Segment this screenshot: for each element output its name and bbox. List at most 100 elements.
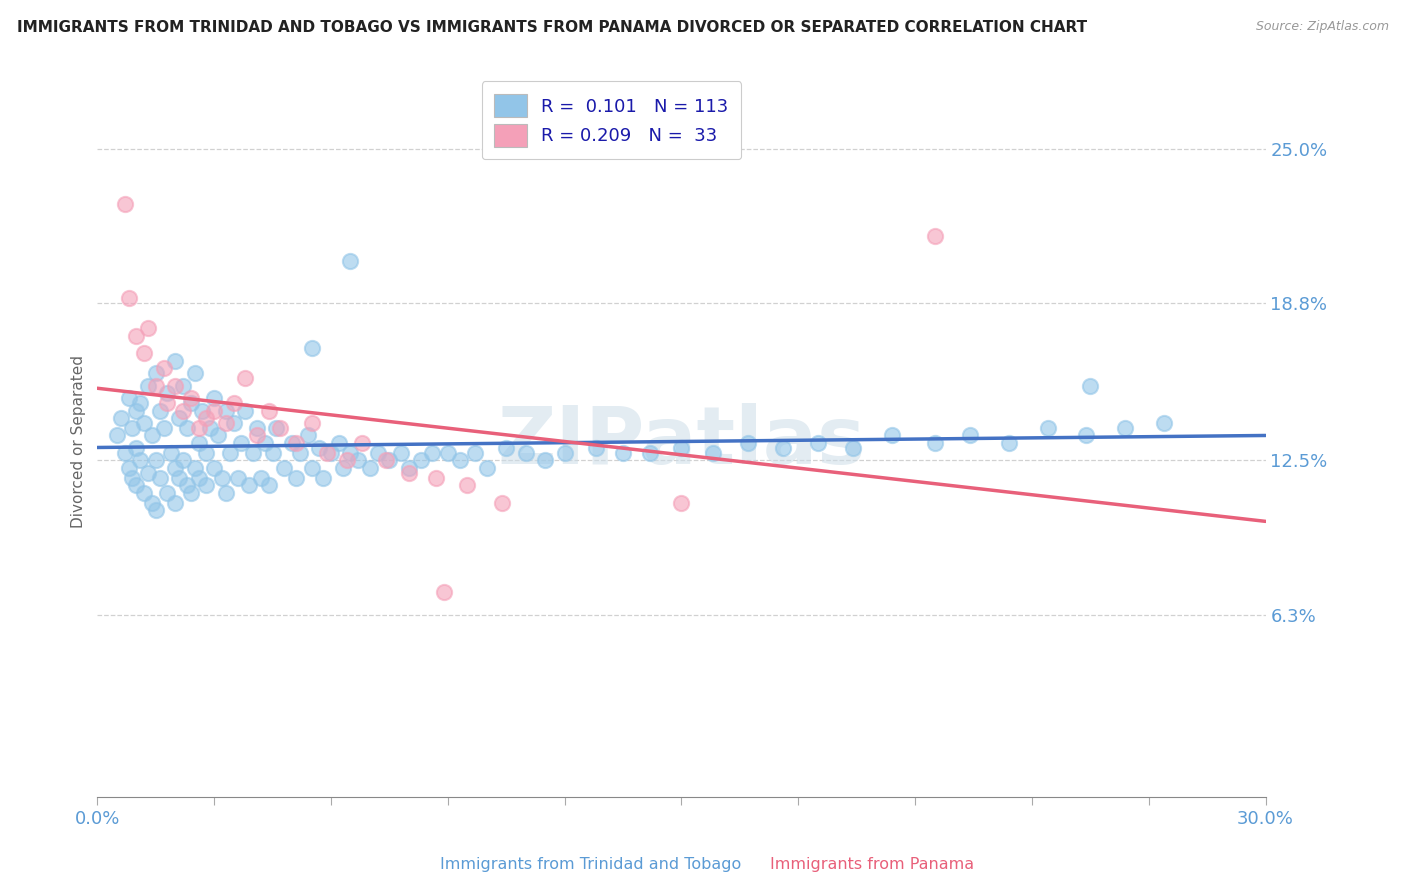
Point [433, 585, 456, 599]
Point [301, 416, 323, 430]
Point [312, 471, 335, 485]
Point [202, 391, 225, 405]
Point [141, 496, 163, 510]
Point [702, 446, 724, 460]
Point [156, 485, 179, 500]
Point [145, 503, 167, 517]
Point [456, 478, 478, 492]
Point [222, 396, 245, 410]
Point [165, 496, 187, 510]
Point [288, 446, 311, 460]
Point [195, 411, 218, 425]
Point [132, 346, 155, 360]
Point [554, 446, 576, 460]
Point [121, 421, 143, 435]
Point [308, 441, 330, 455]
Point [924, 436, 946, 450]
Point [772, 441, 794, 455]
Point [250, 471, 273, 485]
Point [180, 485, 202, 500]
Point [671, 441, 693, 455]
Point [129, 396, 152, 410]
Point [218, 446, 240, 460]
Point [180, 396, 202, 410]
Point [125, 328, 148, 343]
Point [959, 428, 981, 442]
Point [1114, 421, 1136, 435]
Point [125, 441, 148, 455]
Point [117, 391, 139, 405]
Point [191, 403, 214, 417]
Point [149, 403, 172, 417]
Point [242, 446, 264, 460]
Point [281, 436, 304, 450]
Point [149, 471, 172, 485]
Point [172, 453, 194, 467]
Point [297, 428, 319, 442]
Text: Source: ZipAtlas.com: Source: ZipAtlas.com [1256, 20, 1389, 33]
Point [238, 478, 260, 492]
Point [253, 436, 276, 450]
Y-axis label: Divorced or Separated: Divorced or Separated [72, 355, 86, 528]
Point [207, 428, 229, 442]
Point [352, 436, 374, 450]
Point [491, 496, 513, 510]
Point [160, 446, 183, 460]
Point [284, 471, 307, 485]
Point [257, 478, 280, 492]
Point [515, 446, 537, 460]
Point [121, 471, 143, 485]
Point [409, 453, 432, 467]
Point [222, 416, 245, 430]
Point [195, 446, 218, 460]
Point [187, 436, 209, 450]
Point [671, 496, 693, 510]
Point [167, 471, 190, 485]
Point [141, 428, 163, 442]
Point [231, 436, 253, 450]
Point [195, 478, 218, 492]
Point [117, 460, 139, 475]
Point [389, 446, 412, 460]
Point [233, 403, 256, 417]
Text: Immigrants from Trinidad and Tobago: Immigrants from Trinidad and Tobago [440, 857, 741, 872]
Point [180, 391, 202, 405]
Point [842, 441, 865, 455]
Point [136, 466, 159, 480]
Point [200, 421, 222, 435]
Point [640, 446, 662, 460]
Point [339, 446, 361, 460]
Point [114, 196, 136, 211]
Point [534, 453, 557, 467]
Point [319, 446, 342, 460]
Point [145, 378, 167, 392]
Point [880, 428, 903, 442]
Text: Immigrants from Panama: Immigrants from Panama [769, 857, 974, 872]
Point [273, 460, 295, 475]
Point [172, 403, 194, 417]
Point [1076, 428, 1098, 442]
Point [328, 436, 350, 450]
Point [233, 371, 256, 385]
Point [359, 460, 381, 475]
Point [132, 416, 155, 430]
Point [152, 361, 174, 376]
Point [336, 453, 359, 467]
Point [367, 446, 389, 460]
Point [136, 321, 159, 335]
Point [1153, 416, 1175, 430]
Point [332, 460, 354, 475]
Point [187, 471, 209, 485]
Point [105, 428, 128, 442]
Point [156, 396, 179, 410]
Point [165, 460, 187, 475]
Point [398, 466, 420, 480]
Point [1036, 421, 1059, 435]
Point [156, 386, 179, 401]
Point [183, 460, 205, 475]
Point [152, 421, 174, 435]
Point [266, 421, 288, 435]
Point [132, 485, 155, 500]
Point [183, 366, 205, 380]
Point [246, 428, 269, 442]
